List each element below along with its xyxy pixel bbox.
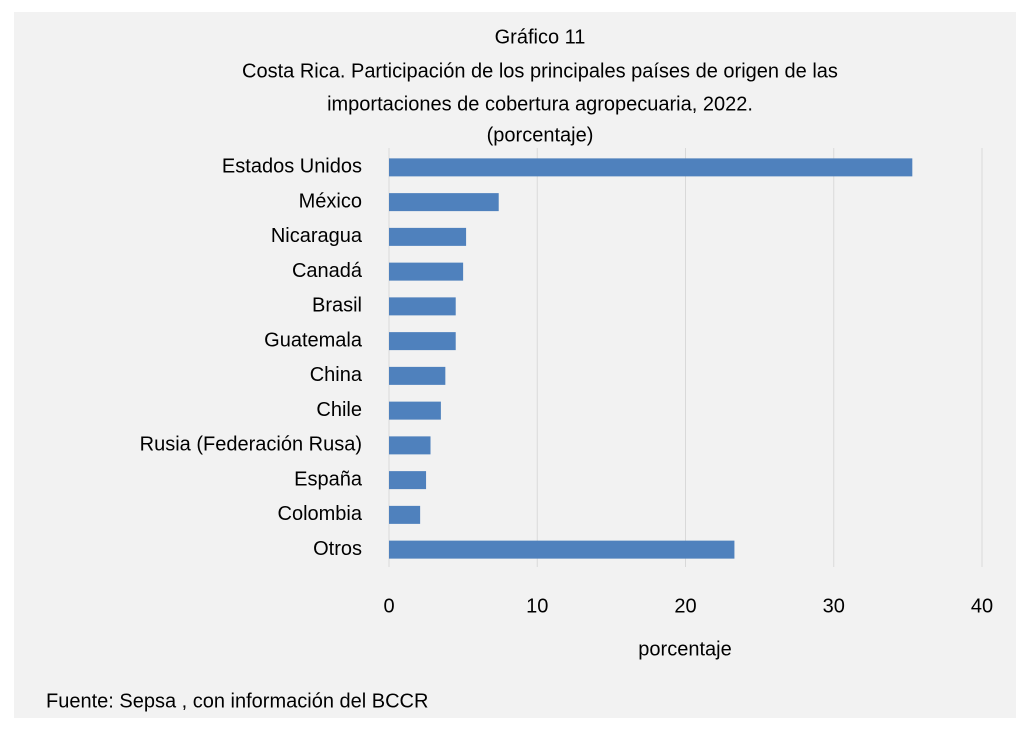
background <box>14 12 1016 718</box>
y-tick-label: México <box>299 190 362 212</box>
chart-subtitle: importaciones de cobertura agropecuaria,… <box>327 93 753 115</box>
y-tick-label: Nicaragua <box>271 225 363 247</box>
x-axis-label: porcentaje <box>638 638 731 660</box>
y-tick-label: Canadá <box>292 260 363 282</box>
x-tick-label: 30 <box>823 595 845 617</box>
x-tick-label: 0 <box>383 595 394 617</box>
bar <box>389 262 464 281</box>
x-tick-label: 10 <box>526 595 548 617</box>
bar <box>389 540 735 559</box>
bar <box>389 297 456 316</box>
bar <box>389 193 499 212</box>
bar <box>389 505 421 524</box>
bar <box>389 332 456 351</box>
bar <box>389 471 427 490</box>
chart-subtitle: Costa Rica. Participación de los princip… <box>242 60 838 82</box>
y-tick-label: Estados Unidos <box>222 156 362 178</box>
y-tick-label: Colombia <box>278 503 363 525</box>
y-tick-label: China <box>310 364 363 386</box>
chart-subtitle: (porcentaje) <box>487 124 594 146</box>
bar <box>389 158 913 177</box>
bar <box>389 401 441 420</box>
chart-title: Gráfico 11 <box>495 26 586 48</box>
x-tick-label: 20 <box>674 595 696 617</box>
x-tick-label: 40 <box>971 595 993 617</box>
y-tick-label: Otros <box>313 538 362 560</box>
bar <box>389 436 431 455</box>
y-tick-label: Guatemala <box>264 329 363 351</box>
bar <box>389 227 467 246</box>
y-tick-label: Chile <box>316 399 362 421</box>
y-tick-label: Rusia (Federación Rusa) <box>140 434 362 456</box>
y-tick-label: Brasil <box>312 295 362 317</box>
y-tick-label: España <box>294 468 363 490</box>
bar <box>389 366 446 385</box>
source-note: Fuente: Sepsa , con información del BCCR <box>46 690 428 712</box>
